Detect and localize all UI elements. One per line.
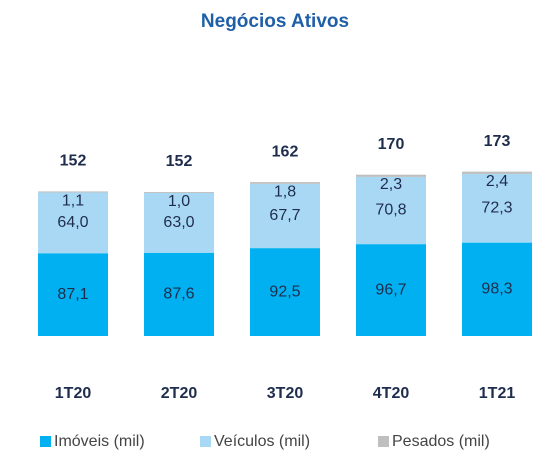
bar-segment — [250, 248, 320, 336]
value-label: 70,8 — [375, 202, 406, 219]
bar-segment — [356, 176, 426, 245]
value-label: 87,1 — [57, 286, 88, 303]
total-label: 162 — [272, 143, 299, 160]
value-label: 72,3 — [481, 199, 512, 216]
legend-swatch — [40, 436, 51, 447]
value-label: 98,3 — [481, 281, 512, 298]
legend-label: Veículos (mil) — [214, 433, 310, 450]
bar-segment — [144, 252, 214, 336]
value-label: 2,4 — [486, 173, 508, 190]
x-tick-label: 1T21 — [479, 385, 516, 402]
bar-segment — [38, 253, 108, 336]
value-label: 2,3 — [380, 176, 402, 193]
value-label: 63,0 — [163, 214, 194, 231]
bar-segment — [144, 192, 214, 253]
x-tick-label: 1T20 — [55, 385, 92, 402]
legend-swatch — [378, 436, 389, 447]
total-label: 170 — [378, 136, 405, 153]
bar-segment — [462, 242, 532, 336]
bar-segment — [462, 171, 532, 174]
value-label: 1,0 — [168, 193, 190, 210]
value-label: 92,5 — [269, 283, 300, 300]
x-tick-label: 4T20 — [373, 385, 410, 402]
chart-title: Negócios Ativos — [201, 11, 349, 32]
legend-label: Imóveis (mil) — [54, 433, 145, 450]
legend-label: Pesados (mil) — [392, 433, 490, 450]
value-label: 64,0 — [57, 214, 88, 231]
bar-segment — [462, 173, 532, 243]
x-tick-label: 2T20 — [161, 385, 198, 402]
total-label: 173 — [484, 133, 511, 150]
value-label: 1,1 — [62, 193, 84, 210]
total-label: 152 — [166, 153, 193, 170]
bar-segment — [356, 174, 426, 177]
total-label: 152 — [60, 153, 87, 170]
bar-segment — [250, 183, 320, 249]
value-label: 1,8 — [274, 183, 296, 200]
value-label: 87,6 — [163, 286, 194, 303]
bar-segment — [144, 191, 214, 193]
value-label: 67,7 — [269, 207, 300, 224]
x-tick-label: 3T20 — [267, 385, 304, 402]
bar-segment — [38, 192, 108, 254]
bar-segment — [250, 182, 320, 184]
value-label: 96,7 — [375, 281, 406, 298]
legend-swatch — [200, 436, 211, 447]
bar-segment — [356, 244, 426, 336]
bar-segment — [38, 191, 108, 193]
